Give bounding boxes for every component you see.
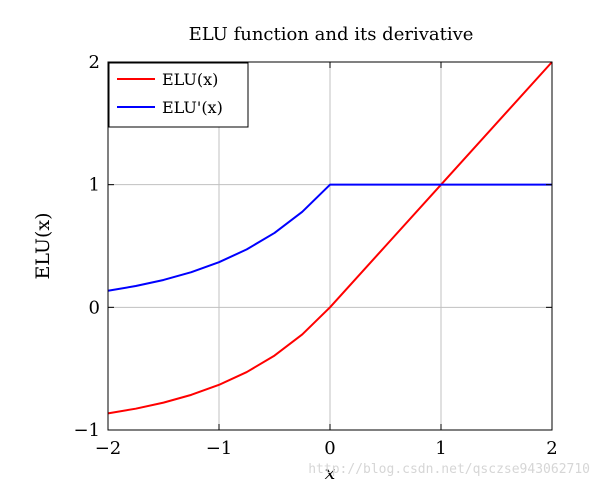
y-axis-label: ELU(x) — [32, 212, 54, 279]
legend-label-elu-derivative: ELU'(x) — [162, 98, 223, 117]
x-tick-label: −2 — [95, 438, 122, 459]
x-tick-labels: −2 −1 0 1 2 — [95, 438, 558, 459]
chart-title: ELU function and its derivative — [189, 24, 474, 45]
legend-label-elu: ELU(x) — [162, 70, 218, 89]
y-tick-labels: −1 0 1 2 — [73, 52, 100, 441]
x-axis-label: x — [325, 462, 336, 484]
series-group — [107, 61, 553, 415]
y-tick-label: 0 — [89, 297, 100, 318]
legend-box — [108, 62, 249, 128]
y-tick-label: 1 — [89, 175, 100, 196]
series-line-elu-derivative — [107, 183, 552, 292]
x-tick-label: 1 — [435, 438, 446, 459]
x-tick-label: 0 — [324, 438, 335, 459]
x-tick-label: −1 — [206, 438, 233, 459]
x-tick-label: 2 — [546, 438, 557, 459]
legend: ELU(x) ELU'(x) — [108, 62, 249, 128]
y-tick-label: 2 — [89, 52, 100, 73]
watermark: http://blog.csdn.net/qsczse943062710 — [308, 462, 590, 477]
tick-marks — [107, 61, 553, 431]
y-tick-label: −1 — [73, 420, 100, 441]
